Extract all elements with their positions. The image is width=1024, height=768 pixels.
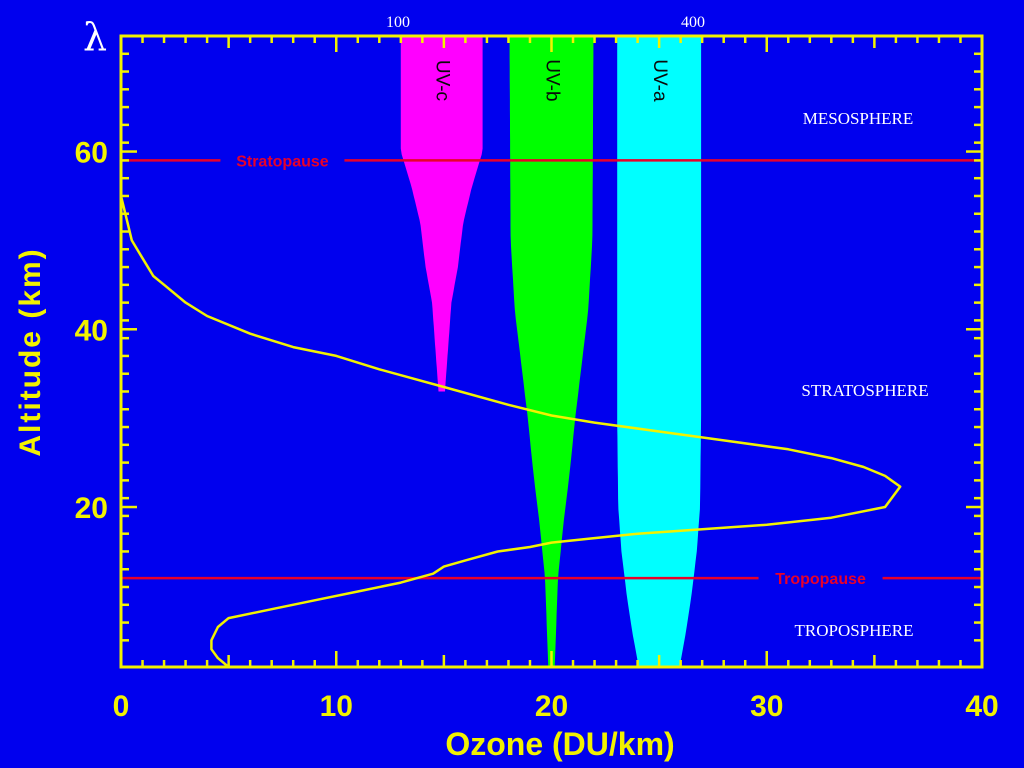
x-tick-label: 0 — [113, 690, 130, 723]
reference-line-label-1: Tropopause — [775, 571, 866, 588]
uv-band-label-1: UV-b — [541, 59, 562, 101]
x-axis-label: Ozone (DU/km) — [445, 726, 674, 762]
wavelength-400-label: 400 — [681, 14, 705, 31]
y-axis-label: Altitude (km) — [14, 247, 47, 456]
troposphere-label: TROPOSPHERE — [794, 621, 913, 640]
uv-band-label-0: UV-c — [432, 60, 453, 101]
x-tick-label: 20 — [535, 690, 568, 723]
lambda-symbol: λ — [83, 15, 107, 59]
ozone-profile-line-0 — [119, 195, 902, 668]
wavelength-100-label: 100 — [386, 14, 410, 31]
y-tick-label: 20 — [75, 492, 108, 525]
axis-ticks: 0 10 20 30 40 20 40 60 — [75, 34, 999, 723]
x-tick-label: 30 — [750, 690, 783, 723]
uv-band-label-2: UV-a — [649, 59, 670, 102]
y-tick-label: 60 — [75, 137, 108, 170]
reference-line-label-0: Stratopause — [236, 153, 329, 170]
uv-band-2 — [617, 36, 702, 667]
mesosphere-label: MESOSPHERE — [803, 109, 914, 128]
ozone-profile — [119, 195, 902, 668]
uv-band-1 — [509, 36, 594, 667]
reference-lines: Stratopause Tropopause — [121, 153, 982, 588]
uv-band-0 — [400, 36, 483, 392]
x-tick-label: 10 — [320, 690, 353, 723]
stratosphere-label: STRATOSPHERE — [801, 381, 928, 400]
x-tick-label: 40 — [965, 690, 998, 723]
y-tick-label: 40 — [75, 314, 108, 347]
uv-bands: UV-c UV-b UV-a — [400, 36, 702, 667]
